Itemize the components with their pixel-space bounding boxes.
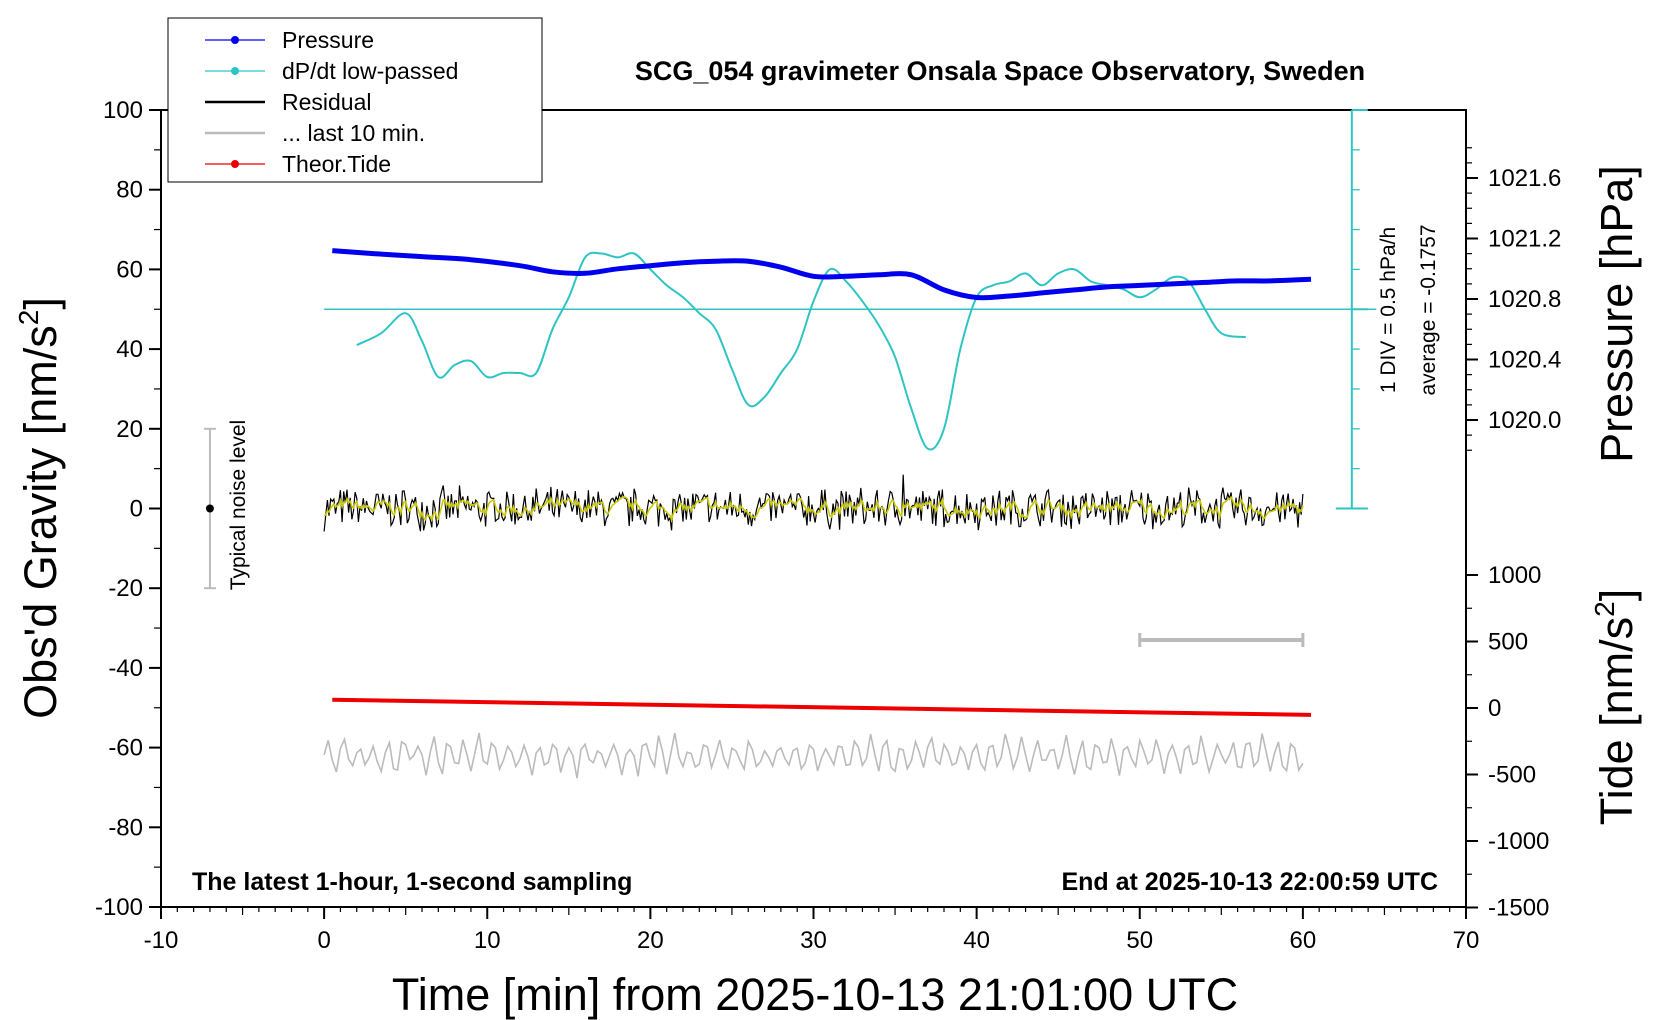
chart-title: SCG_054 gravimeter Onsala Space Observat… bbox=[635, 56, 1365, 86]
tide-line bbox=[332, 697, 1312, 717]
legend-label: Theor.Tide bbox=[282, 151, 391, 177]
tide-tick-label: 500 bbox=[1488, 629, 1528, 656]
pressure-axis-ticks: 1021.6 1021.2 1020.8 1020.4 1020.0 bbox=[1466, 147, 1561, 451]
residual-line bbox=[323, 474, 1304, 532]
tide-tick-label: 0 bbox=[1488, 695, 1501, 722]
series-layer bbox=[323, 248, 1312, 779]
noise-level-bar bbox=[203, 427, 216, 590]
residual-smooth-line bbox=[324, 495, 1304, 523]
tide-axis-ticks: 1000 500 0 -500 -1000 -1500 bbox=[1466, 562, 1549, 922]
legend-marker bbox=[231, 67, 239, 75]
last10-line bbox=[323, 732, 1304, 779]
y-axis-label-left-tail: ] bbox=[15, 297, 66, 310]
x-tick-label: 70 bbox=[1453, 927, 1480, 954]
y-tick-label: -60 bbox=[108, 735, 143, 762]
pressure-tick-label: 1021.6 bbox=[1488, 165, 1561, 192]
y-tick-label: 40 bbox=[116, 336, 143, 363]
noise-bar-dot bbox=[205, 504, 214, 513]
x-tick-label: -10 bbox=[144, 927, 179, 954]
noise-level-label: Typical noise level bbox=[227, 420, 250, 590]
x-tick-label: 50 bbox=[1126, 927, 1153, 954]
y-tick-label: -100 bbox=[95, 894, 143, 921]
y-axis-label-left-sup: 2 bbox=[13, 310, 44, 326]
y-axis-label-pressure: Pressure [hPa] bbox=[1591, 165, 1642, 463]
y-axis-ticks: 100 80 60 40 20 0 -20 -40 -60 -80 -100 bbox=[95, 97, 161, 921]
y-tick-label: 20 bbox=[116, 416, 143, 443]
legend-label: dP/dt low-passed bbox=[282, 58, 458, 84]
tide-tick-label: -500 bbox=[1488, 762, 1536, 789]
y-tick-label: -80 bbox=[108, 814, 143, 841]
plot-frame bbox=[160, 109, 1467, 908]
y-tick-label: 60 bbox=[116, 256, 143, 283]
x-tick-label: 40 bbox=[963, 927, 990, 954]
y-axis-label-tide-main: Tide [nm/s bbox=[1591, 617, 1642, 825]
y-axis-label-tide: Tide [nm/s2] bbox=[1589, 589, 1642, 825]
legend-marker bbox=[231, 160, 239, 168]
x-axis-ticks: -10 0 10 20 30 40 50 60 70 bbox=[144, 907, 1480, 954]
legend-box bbox=[167, 17, 543, 183]
legend-label: ... last 10 min. bbox=[282, 120, 425, 146]
tide-tick-label: 1000 bbox=[1488, 562, 1541, 589]
y-tick-label: 0 bbox=[130, 496, 143, 523]
legend-marker bbox=[231, 36, 239, 44]
y-tick-label: 80 bbox=[116, 177, 143, 204]
footnote-left: The latest 1-hour, 1-second sampling bbox=[192, 868, 632, 896]
legend-label: Residual bbox=[282, 89, 372, 115]
legend: Pressure dP/dt low-passed Residual ... last… bbox=[167, 17, 543, 183]
y-tick-label: 100 bbox=[103, 97, 143, 124]
legend-label: Pressure bbox=[282, 27, 374, 53]
footnote-right: End at 2025-10-13 22:00:59 UTC bbox=[1061, 868, 1438, 896]
x-tick-label: 10 bbox=[474, 927, 501, 954]
dpdt-scale-label: 1 DIV = 0.5 hPa/h bbox=[1377, 227, 1400, 393]
y-tick-label: -20 bbox=[108, 575, 143, 602]
y-axis-label-tide-sup: 2 bbox=[1589, 601, 1620, 617]
dpdt-scale-bar bbox=[324, 109, 1377, 510]
x-tick-label: 60 bbox=[1290, 927, 1317, 954]
tide-tick-label: -1500 bbox=[1488, 895, 1549, 922]
x-tick-label: 0 bbox=[317, 927, 330, 954]
y-axis-label-left-main: Obs'd Gravity [nm/s bbox=[15, 325, 66, 719]
pressure-tick-label: 1020.4 bbox=[1488, 347, 1561, 374]
y-tick-label: -40 bbox=[108, 655, 143, 682]
pressure-tick-label: 1020.0 bbox=[1488, 407, 1561, 434]
tide-tick-label: -1000 bbox=[1488, 828, 1549, 855]
y-axis-label-tide-tail: ] bbox=[1591, 589, 1642, 602]
x-axis-label: Time [min] from 2025-10-13 21:01:00 UTC bbox=[392, 969, 1238, 1020]
pressure-tick-label: 1020.8 bbox=[1488, 286, 1561, 313]
pressure-line bbox=[332, 248, 1312, 301]
y-axis-label-left: Obs'd Gravity [nm/s2] bbox=[13, 297, 66, 719]
x-tick-label: 20 bbox=[637, 927, 664, 954]
dpdt-line bbox=[356, 251, 1246, 451]
pressure-tick-label: 1021.2 bbox=[1488, 226, 1561, 253]
dpdt-average-label: average = -0.1757 bbox=[1417, 224, 1440, 395]
x-tick-label: 30 bbox=[800, 927, 827, 954]
